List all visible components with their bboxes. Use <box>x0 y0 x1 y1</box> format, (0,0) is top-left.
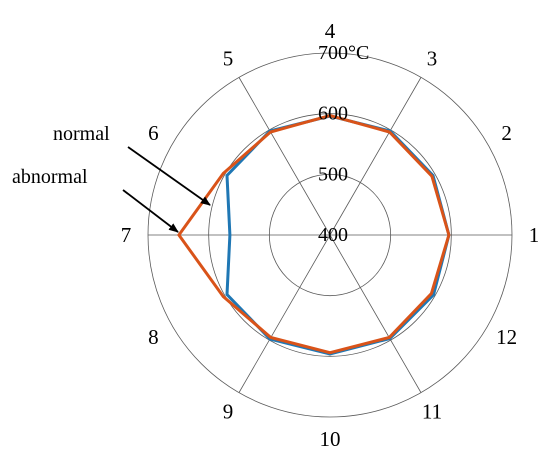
radial-tick-label-0: 400 <box>318 224 348 246</box>
series-group <box>177 113 451 356</box>
angle-label-3: 3 <box>427 46 438 70</box>
angle-label-7: 7 <box>121 223 132 247</box>
grid-spoke-60 <box>329 77 422 236</box>
grid-spoke-120 <box>238 77 331 236</box>
angle-label-2: 2 <box>501 121 512 145</box>
series-abnormal <box>177 113 451 355</box>
angle-label-1: 1 <box>529 223 540 247</box>
angle-label-5: 5 <box>223 46 234 70</box>
grid-spoke-300 <box>329 234 422 393</box>
annotations: normal abnormal <box>12 123 211 233</box>
angle-label-12: 12 <box>496 325 517 349</box>
angle-label-4: 4 <box>325 19 336 43</box>
polar-grid <box>147 52 513 418</box>
annotation-arrow-normal <box>127 146 211 206</box>
annotation-normal: normal <box>53 123 110 145</box>
radial-tick-label-3: 700°C <box>318 42 369 64</box>
annotation-arrow-abnormal <box>122 189 179 233</box>
angle-label-8: 8 <box>148 325 159 349</box>
angle-label-11: 11 <box>422 400 442 424</box>
annotation-abnormal: abnormal <box>12 166 88 188</box>
radial-tick-label-1: 500 <box>318 163 348 185</box>
angle-label-9: 9 <box>223 400 234 424</box>
radial-tick-label-2: 600 <box>318 103 348 125</box>
grid-spoke-240 <box>238 234 331 393</box>
angle-label-10: 10 <box>320 427 341 451</box>
angle-label-6: 6 <box>148 121 159 145</box>
